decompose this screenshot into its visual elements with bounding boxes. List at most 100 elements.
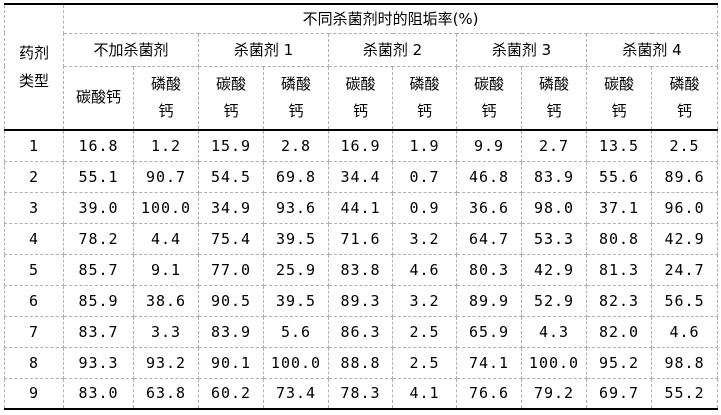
table-cell: 2.5	[650, 129, 719, 162]
row-label: 4	[4, 222, 64, 255]
sub-header-ca3po42: 磷酸 钙	[263, 65, 329, 131]
table-cell: 83.7	[63, 315, 134, 348]
table-cell: 3.2	[392, 222, 457, 255]
table-cell: 54.5	[198, 160, 264, 193]
table-cell: 85.7	[63, 253, 134, 286]
header-row-main: 药剂 类型 不同杀菌剂时的阻垢率(%)	[4, 3, 719, 131]
table-cell: 86.3	[328, 315, 393, 348]
table-cell: 98.0	[521, 191, 587, 224]
table-cell: 100.0	[263, 346, 329, 379]
table-cell: 2.5	[392, 315, 457, 348]
row-label: 8	[4, 346, 64, 379]
table-cell: 89.6	[650, 160, 719, 193]
table-cell: 100.0	[133, 191, 199, 224]
table-cell: 9.1	[133, 253, 199, 286]
header-row-groups: 不加杀菌剂 杀菌剂 1 杀菌剂 2 杀菌剂 3 杀菌剂 4	[5, 32, 719, 67]
table-cell: 2.7	[521, 129, 587, 162]
table-cell: 100.0	[521, 346, 587, 379]
group-header-bactericide-2: 杀菌剂 2	[328, 32, 457, 67]
table-cell: 37.1	[586, 191, 652, 224]
table-cell: 39.5	[263, 284, 329, 317]
table-cell: 0.7	[392, 160, 457, 193]
table-cell: 1.2	[133, 129, 199, 162]
group-header-bactericide-1: 杀菌剂 1	[198, 32, 329, 67]
corner-header: 药剂 类型	[4, 3, 64, 131]
table-cell: 90.7	[133, 160, 199, 193]
table-cell: 34.4	[328, 160, 393, 193]
table-cell: 2.5	[392, 346, 457, 379]
table-cell: 78.3	[328, 377, 393, 410]
table-cell: 80.3	[456, 253, 522, 286]
table-cell: 88.8	[328, 346, 393, 379]
table-cell: 90.5	[198, 284, 264, 317]
table-cell: 76.6	[456, 377, 522, 410]
table-cell: 89.3	[328, 284, 393, 317]
table-cell: 63.8	[133, 377, 199, 410]
table-cell: 39.0	[63, 191, 134, 224]
table-cell: 74.1	[456, 346, 522, 379]
table-cell: 15.9	[198, 129, 264, 162]
table-cell: 3.2	[392, 284, 457, 317]
table-cell: 60.2	[198, 377, 264, 410]
scale-inhibition-table: 药剂 类型 不同杀菌剂时的阻垢率(%) 不加杀菌剂 杀菌剂 1 杀菌剂 2 杀菌…	[4, 3, 719, 410]
table-cell: 0.9	[392, 191, 457, 224]
table-cell: 82.0	[586, 315, 652, 348]
table-cell: 93.3	[63, 346, 134, 379]
table-cell: 39.5	[263, 222, 329, 255]
sub-header-caco3: 碳酸 钙	[456, 65, 522, 131]
table-body: 1 16.8 1.2 15.9 2.8 16.9 1.9 9.9 2.7 13.…	[4, 129, 719, 410]
table-cell: 24.7	[650, 253, 719, 286]
table-cell: 1.9	[392, 129, 457, 162]
table-cell: 73.4	[263, 377, 329, 410]
sub-header-caco3: 碳酸 钙	[328, 65, 393, 131]
table-cell: 96.0	[650, 191, 719, 224]
table-cell: 95.2	[586, 346, 652, 379]
table-cell: 53.3	[521, 222, 587, 255]
table-cell: 78.2	[63, 222, 134, 255]
table-cell: 4.1	[392, 377, 457, 410]
table-cell: 4.4	[133, 222, 199, 255]
header-row-subs: 碳酸钙 磷酸 钙 碳酸 钙 磷酸 钙 碳酸 钙 磷酸 钙 碳酸 钙 磷酸 钙 碳…	[5, 65, 719, 131]
group-header-bactericide-3: 杀菌剂 3	[456, 32, 587, 67]
table-cell: 71.6	[328, 222, 393, 255]
table-cell: 52.9	[521, 284, 587, 317]
table-cell: 3.3	[133, 315, 199, 348]
sub-header-caco3: 碳酸 钙	[198, 65, 264, 131]
table-cell: 44.1	[328, 191, 393, 224]
table-cell: 82.3	[586, 284, 652, 317]
sub-header-ca3po42: 磷酸 钙	[392, 65, 457, 131]
table-cell: 69.8	[263, 160, 329, 193]
table-row: 4 78.2 4.4 75.4 39.5 71.6 3.2 64.7 53.3 …	[4, 222, 719, 255]
row-label: 7	[4, 315, 64, 348]
main-header: 不同杀菌剂时的阻垢率(%)	[62, 3, 719, 34]
table-cell: 81.3	[586, 253, 652, 286]
table-cell: 90.1	[198, 346, 264, 379]
table-cell: 69.7	[586, 377, 652, 410]
table-cell: 25.9	[263, 253, 329, 286]
row-label: 9	[4, 377, 64, 410]
sub-header-caco3: 碳酸 钙	[586, 65, 652, 131]
table-cell: 4.3	[521, 315, 587, 348]
table-cell: 56.5	[650, 284, 719, 317]
table-cell: 55.6	[586, 160, 652, 193]
table-cell: 89.9	[456, 284, 522, 317]
table-cell: 64.7	[456, 222, 522, 255]
table-cell: 80.8	[586, 222, 652, 255]
table-cell: 85.9	[63, 284, 134, 317]
table-cell: 4.6	[392, 253, 457, 286]
table-cell: 65.9	[456, 315, 522, 348]
table-row: 6 85.9 38.6 90.5 39.5 89.3 3.2 89.9 52.9…	[4, 284, 719, 317]
table-cell: 79.2	[521, 377, 587, 410]
table-cell: 83.9	[521, 160, 587, 193]
table-row: 9 83.0 63.8 60.2 73.4 78.3 4.1 76.6 79.2…	[4, 377, 719, 410]
row-label: 3	[4, 191, 64, 224]
table-cell: 77.0	[198, 253, 264, 286]
table-cell: 93.2	[133, 346, 199, 379]
table-cell: 5.6	[263, 315, 329, 348]
sub-header-ca3po42: 磷酸 钙	[133, 65, 199, 131]
table-row: 3 39.0 100.0 34.9 93.6 44.1 0.9 36.6 98.…	[4, 191, 719, 224]
table-row: 8 93.3 93.2 90.1 100.0 88.8 2.5 74.1 100…	[4, 346, 719, 379]
sub-header-ca3po42: 磷酸 钙	[521, 65, 587, 131]
table-cell: 46.8	[456, 160, 522, 193]
